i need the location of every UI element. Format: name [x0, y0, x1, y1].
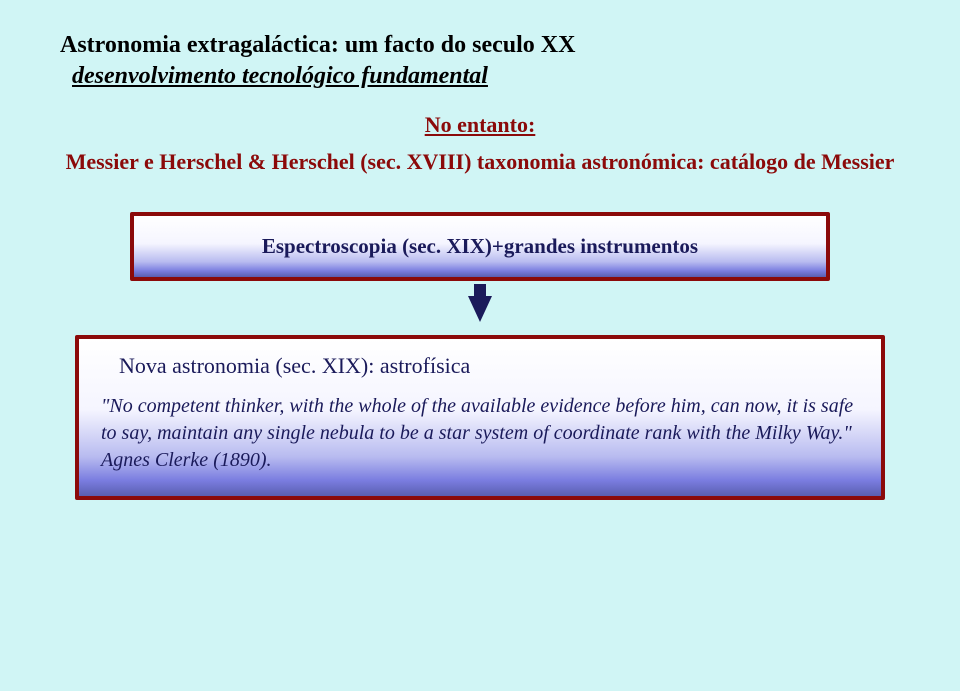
box-espectroscopia: Espectroscopia (sec. XIX)+grandes instru… — [130, 212, 830, 281]
title-line2: desenvolvimento tecnológico fundamental — [72, 63, 488, 89]
box1-text: Espectroscopia (sec. XIX)+grandes instru… — [262, 234, 698, 258]
arrow-container — [60, 296, 900, 327]
box-nova-astronomia: Nova astronomia (sec. XIX): astrofísica … — [75, 335, 885, 500]
box2-quote: "No competent thinker, with the whole of… — [101, 393, 859, 474]
down-arrow-icon — [468, 296, 492, 322]
slide-container: Astronomia extragaláctica: um facto do s… — [0, 0, 960, 545]
title-line1: Astronomia extragaláctica: um facto do s… — [60, 32, 575, 58]
subtitle-however: No entanto: — [60, 112, 900, 138]
subtitle-messier: Messier e Herschel & Herschel (sec. XVII… — [60, 148, 900, 177]
box2-title: Nova astronomia (sec. XIX): astrofísica — [119, 353, 859, 379]
slide-title: Astronomia extragaláctica: um facto do s… — [60, 30, 900, 92]
